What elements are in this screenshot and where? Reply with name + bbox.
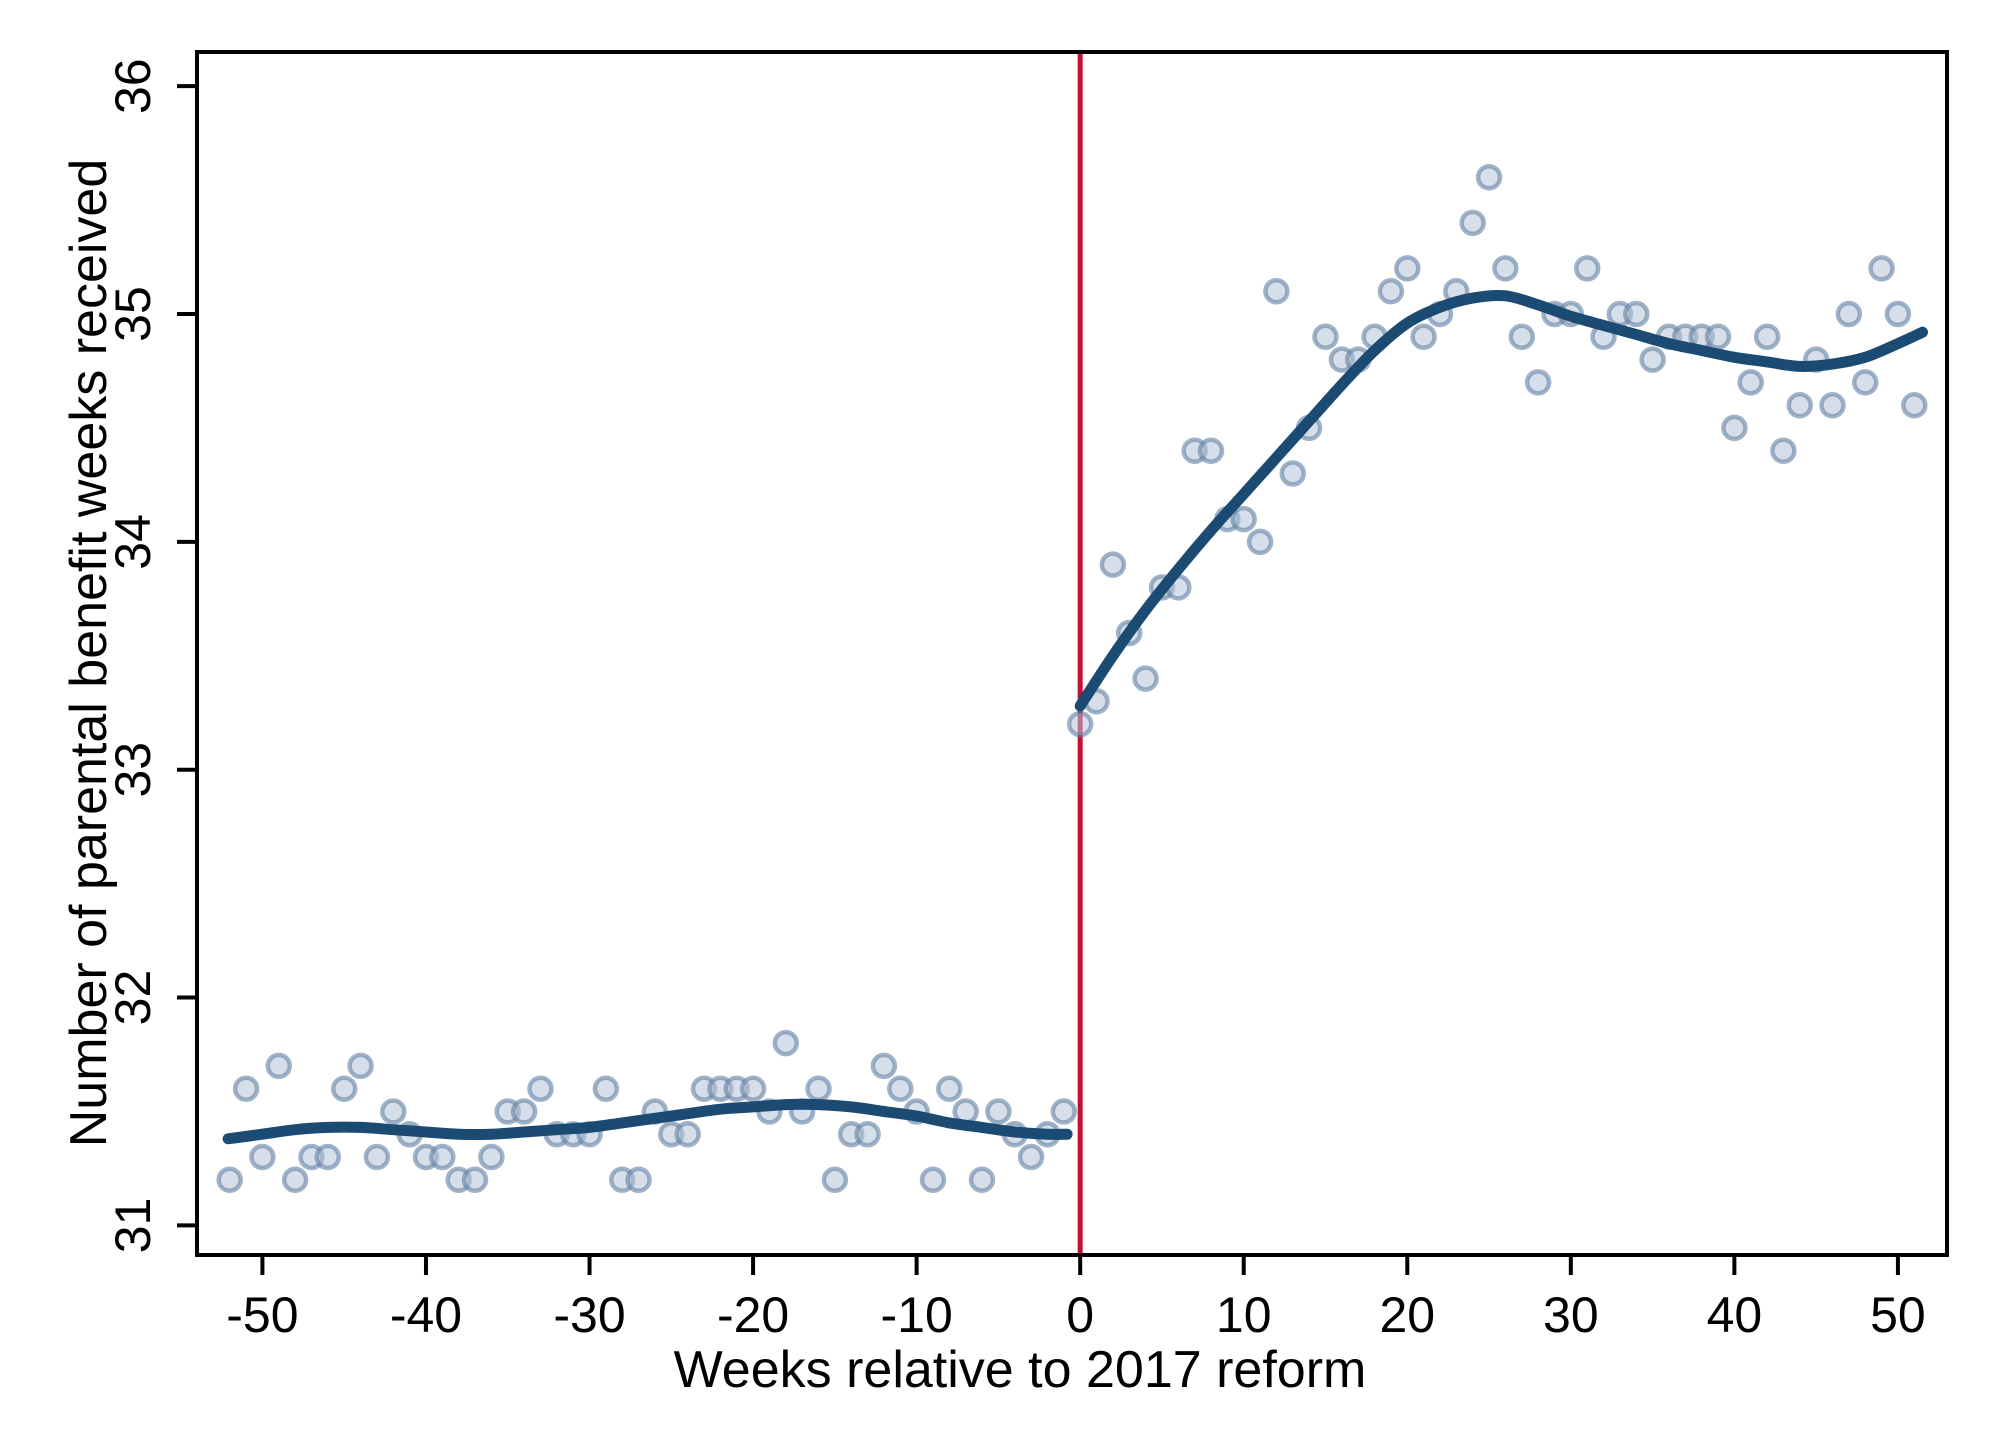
data-point xyxy=(1835,300,1863,328)
data-point xyxy=(1884,300,1912,328)
y-tick-label: 31 xyxy=(105,1198,161,1254)
data-point xyxy=(1508,323,1536,351)
data-point xyxy=(805,1075,832,1102)
post-reform-points xyxy=(1066,164,1928,738)
data-point xyxy=(1524,369,1552,396)
data-point xyxy=(1099,551,1127,578)
data-point xyxy=(1459,209,1486,237)
x-tick-label: 10 xyxy=(1216,1287,1272,1343)
data-point xyxy=(330,1075,358,1102)
data-point xyxy=(1475,164,1503,191)
data-point xyxy=(1851,369,1879,396)
data-point xyxy=(265,1052,293,1080)
x-tick-label: -30 xyxy=(553,1287,625,1343)
data-point xyxy=(1639,346,1666,373)
y-tick-label: 32 xyxy=(105,970,161,1026)
data-point xyxy=(1246,528,1274,556)
data-point xyxy=(968,1166,996,1194)
x-tick-label: 40 xyxy=(1707,1287,1763,1343)
x-tick-label: -10 xyxy=(880,1287,952,1343)
data-point xyxy=(1050,1098,1078,1125)
data-point xyxy=(625,1166,652,1194)
data-point xyxy=(1573,255,1601,282)
x-axis: -50 -40 -30 -20 -10 0 10 20 30 40 50 xyxy=(226,1255,1926,1343)
data-point xyxy=(1394,255,1421,282)
data-point xyxy=(739,1075,767,1102)
data-point xyxy=(870,1052,898,1080)
y-tick-label: 34 xyxy=(105,514,161,570)
data-point xyxy=(1197,437,1225,464)
data-point xyxy=(1263,277,1290,305)
data-point xyxy=(1819,391,1846,419)
data-point xyxy=(1230,505,1257,533)
x-tick-label: -50 xyxy=(226,1287,298,1343)
data-point xyxy=(1901,391,1928,419)
y-axis: 31 32 33 34 35 36 xyxy=(105,58,197,1253)
pre-reform-fit-line xyxy=(222,1098,1073,1145)
data-point xyxy=(592,1075,620,1102)
data-point xyxy=(380,1098,407,1125)
y-tick-label: 33 xyxy=(105,742,161,798)
data-point xyxy=(478,1143,505,1171)
data-point xyxy=(821,1166,849,1194)
data-point xyxy=(1132,665,1159,692)
y-axis-title: Number of parental benefit weeks receive… xyxy=(60,159,118,1148)
data-point xyxy=(1623,300,1650,328)
data-point xyxy=(249,1143,276,1171)
scatter-points xyxy=(216,164,1928,1194)
post-reform-fit-line xyxy=(1074,289,1928,712)
data-point xyxy=(1410,323,1437,351)
x-tick-label: -20 xyxy=(717,1287,789,1343)
x-tick-label: -40 xyxy=(390,1287,462,1343)
data-point xyxy=(887,1075,914,1102)
data-point xyxy=(1279,460,1307,487)
y-tick-label: 36 xyxy=(105,58,161,114)
data-point xyxy=(527,1075,554,1102)
data-point xyxy=(1312,323,1339,351)
data-point xyxy=(1770,437,1797,464)
x-tick-label: 50 xyxy=(1870,1287,1926,1343)
data-point xyxy=(1066,710,1094,738)
plot-area: -50 -40 -30 -20 -10 0 10 20 30 40 50 31 32 33 34 35 36 xyxy=(105,50,1949,1343)
plot-border xyxy=(195,50,1949,1257)
data-point xyxy=(347,1052,374,1080)
data-point xyxy=(1786,391,1814,419)
x-tick-label: 30 xyxy=(1543,1287,1599,1343)
y-tick-label: 35 xyxy=(105,286,161,342)
data-point xyxy=(461,1166,489,1194)
data-point xyxy=(510,1098,538,1125)
data-point xyxy=(674,1120,701,1148)
data-point xyxy=(919,1166,947,1194)
data-point xyxy=(429,1143,456,1171)
data-point xyxy=(1721,414,1748,442)
data-point xyxy=(1704,323,1732,351)
x-tick-label: 0 xyxy=(1066,1287,1094,1343)
data-point xyxy=(216,1166,243,1194)
data-point xyxy=(232,1075,260,1102)
data-point xyxy=(985,1098,1012,1125)
data-point xyxy=(314,1143,342,1171)
pre-reform-points xyxy=(216,1029,1078,1194)
data-point xyxy=(1017,1143,1045,1171)
data-point xyxy=(1868,255,1895,282)
data-point xyxy=(1753,323,1781,351)
data-point xyxy=(772,1029,800,1057)
x-axis-title: Weeks relative to 2017 reform xyxy=(674,1341,1367,1399)
x-tick-label: 20 xyxy=(1379,1287,1435,1343)
data-point xyxy=(854,1120,881,1148)
data-point xyxy=(363,1143,391,1171)
data-point xyxy=(1492,255,1519,282)
data-point xyxy=(1377,277,1405,305)
data-point xyxy=(1737,369,1764,396)
data-point xyxy=(281,1166,309,1194)
data-point xyxy=(936,1075,963,1102)
